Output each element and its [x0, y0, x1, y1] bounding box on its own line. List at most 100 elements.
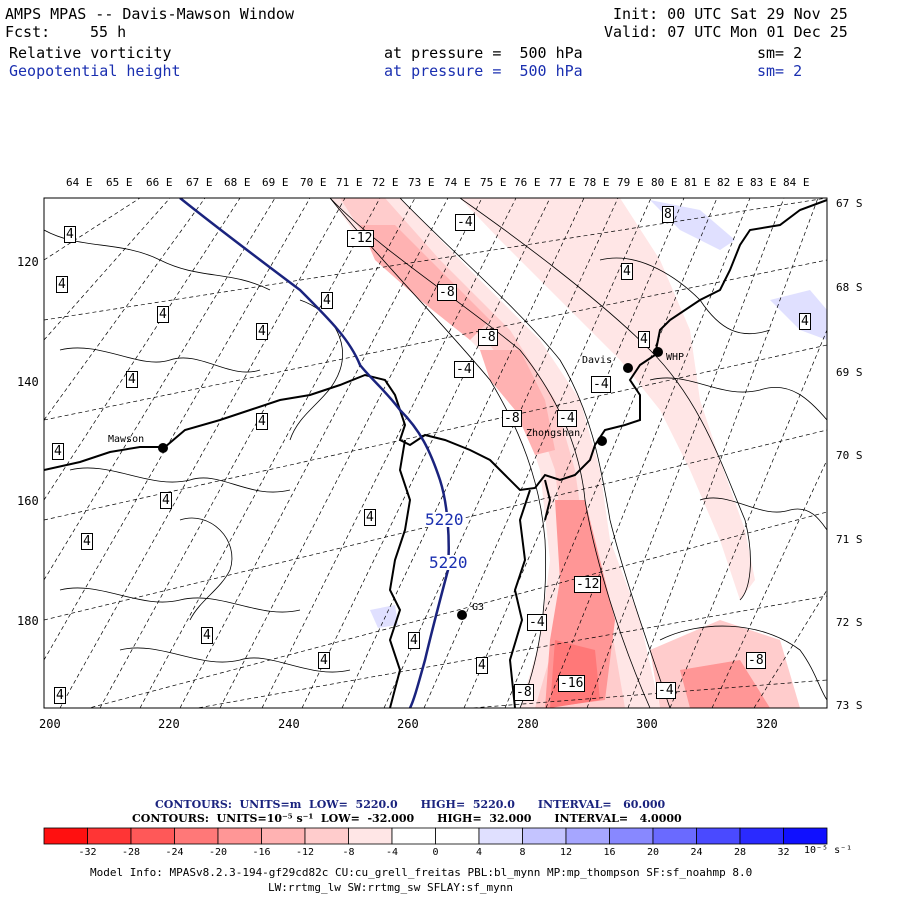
- colorbar-tick-label: 16: [603, 847, 616, 858]
- vorticity-label: 8: [662, 206, 674, 223]
- init-time: Init: 00 UTC Sat 29 Nov 25: [613, 5, 848, 23]
- colorbar-tick-label: 0: [432, 847, 439, 858]
- model-info-line2: LW:rrtmg_lw SW:rrtmg_sw SFLAY:sf_mynn: [268, 881, 514, 894]
- lat-label: 73 S: [836, 699, 863, 712]
- lon-label: 68 E: [224, 176, 251, 189]
- vorticity-label: -12: [574, 576, 602, 593]
- lon-label: 67 E: [186, 176, 213, 189]
- lon-label: 69 E: [262, 176, 289, 189]
- vorticity-label: 4: [408, 632, 420, 649]
- vorticity-label: -12: [347, 230, 375, 247]
- plot-title: AMPS MPAS -- Davis-Mawson Window: [5, 5, 294, 23]
- colorbar-tick-label: -20: [209, 847, 228, 858]
- lon-label: 71 E: [336, 176, 363, 189]
- vorticity-label: 4: [364, 509, 376, 526]
- lat-label: 72 S: [836, 616, 863, 629]
- station-label-whp: WHP: [666, 352, 685, 363]
- lon-label: 73 E: [408, 176, 435, 189]
- lon-label: 78 E: [583, 176, 610, 189]
- vorticity-label: 4: [52, 443, 64, 460]
- field2-smoothing: sm= 2: [757, 62, 803, 80]
- colorbar-tick-label: -28: [122, 847, 141, 858]
- height-label: 5220: [424, 510, 465, 529]
- colorbar-tick-label: 28: [734, 847, 747, 858]
- coastline: [44, 199, 827, 492]
- vorticity-max-south: [550, 640, 600, 708]
- vorticity-contours-info: CONTOURS: UNITS=10⁻⁵ s⁻¹ LOW= -32.000 HI…: [132, 812, 682, 825]
- vorticity-label: -8: [437, 284, 457, 301]
- lon-label: 75 E: [480, 176, 507, 189]
- vorticity-label: 4: [621, 263, 633, 280]
- lat-label: 68 S: [836, 281, 863, 294]
- vorticity-label: -8: [746, 652, 766, 669]
- y-tick-label: 140: [17, 375, 39, 389]
- lon-label: 65 E: [106, 176, 133, 189]
- lon-label: 64 E: [66, 176, 93, 189]
- station-marker-g3: [457, 610, 467, 620]
- lon-label: 84 E: [783, 176, 810, 189]
- vorticity-label: 4: [157, 306, 169, 323]
- x-tick-label: 200: [39, 717, 61, 731]
- station-marker-zhongshan: [597, 436, 607, 446]
- model-info-line1: Model Info: MPASv8.2.3-194-gf29cd82c CU:…: [90, 866, 753, 879]
- vorticity-label: 4: [81, 533, 93, 550]
- x-tick-label: 240: [278, 717, 300, 731]
- vorticity-label: -8: [514, 684, 534, 701]
- colorbar-tick-label: -4: [386, 847, 399, 858]
- vorticity-label: 4: [64, 226, 76, 243]
- vorticity-label: 4: [256, 413, 268, 430]
- station-marker-mawson: [158, 443, 168, 453]
- lat-label: 69 S: [836, 366, 863, 379]
- colorbar-tick-label: 4: [476, 847, 483, 858]
- height-contours-info: CONTOURS: UNITS=m LOW= 5220.0 HIGH= 5220…: [155, 798, 666, 811]
- forecast-hours: 55 h: [90, 23, 127, 41]
- y-tick-label: 160: [17, 494, 39, 508]
- forecast-label: Fcst:: [5, 23, 51, 41]
- height-label: 5220: [428, 553, 469, 572]
- height-contour-5220: [179, 198, 450, 708]
- vorticity-label: 4: [126, 371, 138, 388]
- station-marker-whp: [653, 347, 663, 357]
- colorbar-tick-label: -8: [342, 847, 355, 858]
- lon-label: 82 E: [717, 176, 744, 189]
- vorticity-label: 4: [799, 313, 811, 330]
- vorticity-label: -8: [502, 410, 522, 427]
- field1-smoothing: sm= 2: [757, 44, 803, 62]
- lon-label: 66 E: [146, 176, 173, 189]
- lon-label: 74 E: [444, 176, 471, 189]
- vorticity-label: 4: [321, 292, 333, 309]
- vorticity-label: 4: [638, 331, 650, 348]
- y-tick-label: 120: [17, 255, 39, 269]
- lon-label: 72 E: [372, 176, 399, 189]
- vorticity-label: 4: [160, 492, 172, 509]
- lon-label: 80 E: [651, 176, 678, 189]
- vorticity-label: 4: [318, 652, 330, 669]
- vorticity-label: -4: [527, 614, 547, 631]
- y-tick-label: 180: [17, 614, 39, 628]
- colorbar-units: 10⁻⁵ s⁻¹: [804, 845, 853, 856]
- colorbar-tick-label: 32: [777, 847, 790, 858]
- vorticity-label: 4: [476, 657, 488, 674]
- x-tick-label: 260: [397, 717, 419, 731]
- vorticity-core-north: [360, 225, 490, 340]
- x-tick-label: 280: [517, 717, 539, 731]
- station-label-g3: G3: [472, 602, 485, 613]
- vorticity-east-band: [460, 198, 755, 600]
- lon-label: 77 E: [549, 176, 576, 189]
- station-label-davis: Davis: [582, 355, 613, 366]
- positive-vorticity-e: [770, 290, 827, 340]
- colorbar-tick-label: 24: [690, 847, 703, 858]
- vorticity-core-mid: [480, 350, 555, 455]
- colorbar-tick-label: 8: [519, 847, 526, 858]
- ice-shelf-edge: [388, 439, 552, 708]
- vorticity-label: 4: [54, 687, 66, 704]
- lat-label: 67 S: [836, 197, 863, 210]
- field2-name: Geopotential height: [9, 62, 181, 80]
- x-tick-label: 300: [636, 717, 658, 731]
- vorticity-label: -4: [455, 214, 475, 231]
- station-label-zhongshan: Zhongshan: [526, 428, 581, 439]
- map-frame: [43, 197, 828, 709]
- vorticity-label: -4: [656, 682, 676, 699]
- positive-vorticity-small: [370, 605, 398, 628]
